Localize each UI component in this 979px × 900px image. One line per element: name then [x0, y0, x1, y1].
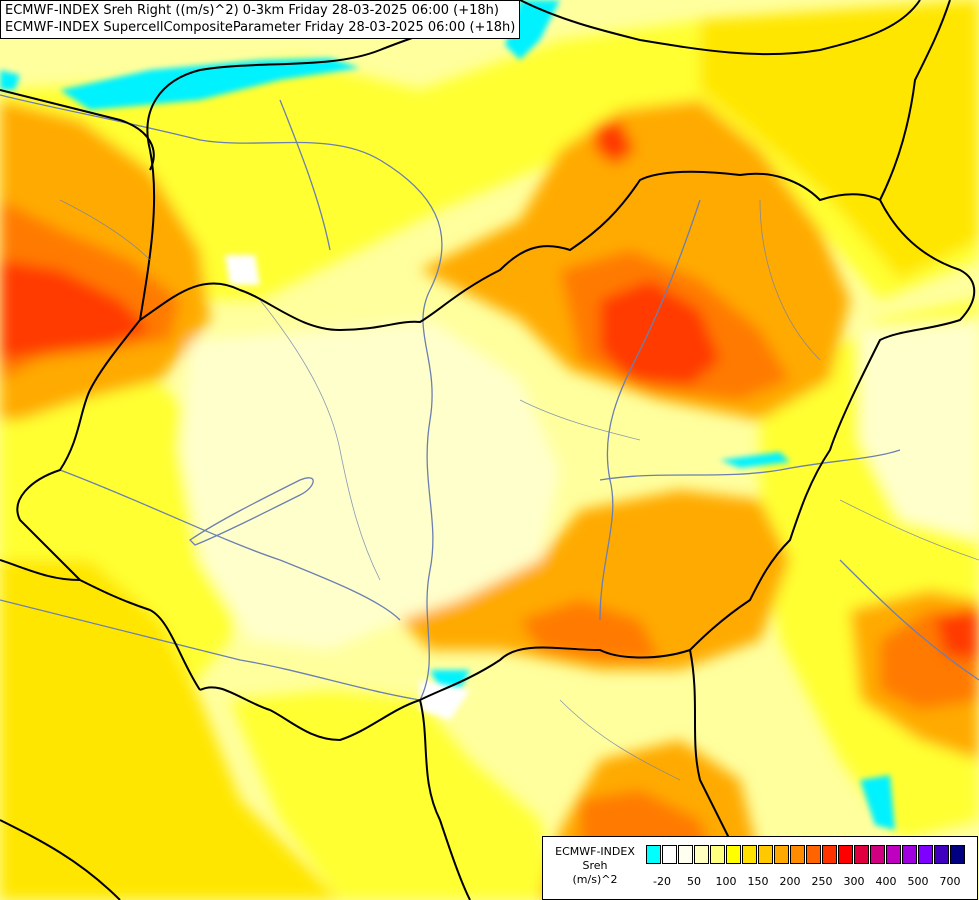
admin-line-4	[559, 699, 681, 781]
legend: ECMWF-INDEX Sreh (m/s)^2 -20 50 100 150 200 2…	[542, 836, 978, 900]
legend-swatch-1	[662, 845, 677, 864]
legend-tick-4: 200	[779, 875, 801, 888]
legend-swatch-10	[806, 845, 821, 864]
river-drava	[59, 469, 401, 621]
legend-swatch-14	[870, 845, 885, 864]
river-mures	[599, 449, 901, 481]
border-hungary-north	[139, 170, 881, 332]
legend-swatch-15	[886, 845, 901, 864]
border-hungary-south	[199, 646, 691, 742]
field-pale-right	[860, 320, 979, 540]
legend-swatch-19	[950, 845, 965, 864]
border-slovakia-poland	[519, 0, 921, 56]
legend-swatch-9	[790, 845, 805, 864]
cyan-patch-left	[0, 70, 20, 90]
field-red-center	[600, 280, 720, 385]
legend-title-source: ECMWF-INDEX	[555, 845, 635, 858]
legend-tick-5: 250	[811, 875, 833, 888]
legend-tick-1: 50	[687, 875, 701, 888]
cyan-patch-east	[720, 452, 790, 468]
legend-swatch-12	[838, 845, 853, 864]
admin-line-5	[839, 499, 979, 561]
border-hungary-east	[689, 199, 976, 651]
title-line-1: ECMWF-INDEX Sreh Right ((m/s)^2) 0-3km F…	[5, 3, 499, 18]
admin-line-1	[259, 299, 381, 581]
border-hungary-west	[16, 319, 201, 691]
legend-tick-9: 700	[939, 875, 961, 888]
legend-swatch-11	[822, 845, 837, 864]
legend-tick-0: -20	[653, 875, 671, 888]
field-orange-southcentral	[400, 490, 790, 670]
field-gold-northeast	[700, 0, 979, 280]
river-sava	[0, 599, 421, 701]
title-line-2: ECMWF-INDEX SupercellCompositeParameter …	[5, 20, 516, 35]
legend-swatch-16	[902, 845, 917, 864]
admin-line-2	[519, 399, 641, 441]
legend-swatches	[646, 845, 966, 864]
field-yellow-south	[230, 690, 560, 900]
title-box: ECMWF-INDEX Sreh Right ((m/s)^2) 0-3km F…	[0, 0, 521, 39]
field-gold-southwest	[0, 560, 340, 900]
white-patch-south	[420, 680, 470, 720]
border-slovenia-croatia	[0, 559, 81, 581]
legend-tick-7: 400	[875, 875, 897, 888]
river-east	[839, 559, 979, 681]
legend-swatch-6	[742, 845, 757, 864]
legend-swatch-4	[710, 845, 725, 864]
legend-swatch-3	[694, 845, 709, 864]
legend-title-variable: Sreh	[582, 859, 608, 872]
river-tisza	[599, 199, 701, 621]
field-pale-center	[180, 320, 560, 650]
admin-line-3	[759, 199, 821, 361]
legend-swatch-0	[646, 845, 661, 864]
legend-title: ECMWF-INDEX Sreh (m/s)^2	[547, 845, 643, 887]
rivers	[0, 94, 979, 701]
cyan-patch-north	[60, 58, 360, 110]
legend-tick-8: 500	[907, 875, 929, 888]
admin-line-6	[59, 199, 151, 261]
legend-tick-2: 100	[715, 875, 737, 888]
legend-tick-6: 300	[843, 875, 865, 888]
legend-swatch-5	[726, 845, 741, 864]
border-west-austria	[0, 89, 155, 171]
border-ukraine-romania	[879, 0, 951, 201]
field-dkorange-south	[520, 600, 660, 660]
river-north	[279, 99, 331, 251]
river-lake-balaton	[188, 477, 314, 546]
legend-title-unit: (m/s)^2	[572, 873, 618, 886]
legend-swatch-18	[934, 845, 949, 864]
white-patch-west	[225, 255, 260, 285]
river-danube	[0, 94, 443, 701]
cyan-patch-southeast	[860, 775, 895, 830]
border-southwest	[0, 819, 121, 900]
legend-ticks: -20 50 100 150 200 250 300 400 500 700	[646, 875, 972, 891]
legend-swatch-8	[774, 845, 789, 864]
admin-lines	[59, 199, 979, 781]
legend-swatch-13	[854, 845, 869, 864]
field-red-north	[595, 120, 635, 165]
field-red-east	[935, 608, 979, 660]
legend-swatch-7	[758, 845, 773, 864]
legend-swatch-17	[918, 845, 933, 864]
field-white-patches	[225, 255, 470, 720]
legend-swatch-2	[678, 845, 693, 864]
legend-tick-3: 150	[747, 875, 769, 888]
border-croatia-serbia	[419, 699, 471, 900]
field-red-west	[0, 260, 150, 360]
